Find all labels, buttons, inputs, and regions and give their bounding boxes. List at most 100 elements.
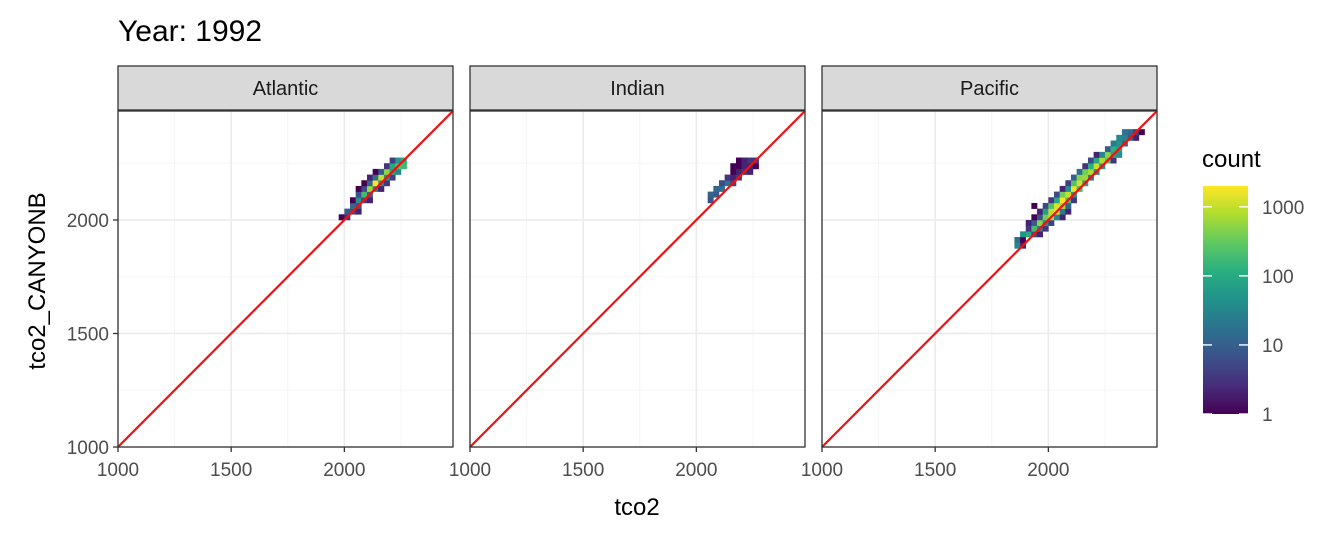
x-tick-label: 1000 [97,460,139,481]
heatmap-bin [730,168,737,175]
heatmap-bin [400,163,407,170]
heatmap-bin [1070,180,1077,187]
heatmap-bin [1031,219,1038,226]
y-tick-label: 2000 [67,211,109,232]
heatmap-bin [355,197,362,204]
x-tick-label: 1000 [449,460,491,481]
heatmap-bin [378,174,385,181]
heatmap-bin [361,180,368,187]
heatmap-bin [1087,163,1094,170]
heatmap-bin [1104,146,1111,153]
heatmap-bin [1037,214,1043,221]
heatmap-bin [1110,146,1117,153]
heatmap-bin [1065,185,1072,192]
heatmap-bin [713,185,720,192]
heatmap-bin [350,197,356,204]
heatmap-bin [1070,174,1077,181]
heatmap-bin [1076,168,1083,175]
identity-line [469,110,806,448]
chart-title: Year: 1992 [118,15,262,48]
heatmap-bin [1031,214,1038,221]
heatmap-bin [707,191,714,198]
heatmap-bin [1121,129,1128,136]
heatmap-bin [1042,208,1049,215]
heatmap-bin [1065,180,1072,187]
heatmap-bin [1014,242,1021,249]
heatmap-bin [1025,231,1032,238]
heatmap-bin [1133,134,1140,141]
heatmap-bin [724,180,731,187]
heatmap-bin [355,208,362,215]
heatmap-bin [1042,202,1049,209]
heatmap-bin [1037,231,1043,238]
heatmap-bin [1093,163,1100,170]
facet-strip [469,65,806,111]
x-tick-label: 2000 [675,460,717,481]
legend-tick-label: 100 [1262,267,1294,288]
heatmap-bin [1138,129,1145,136]
heatmap-bin [1054,202,1060,209]
heatmap-bin [730,174,737,181]
facet-strip [821,65,1158,111]
heatmap-bin [1110,140,1117,147]
heatmap-bin [1104,151,1111,158]
heatmap-bin [383,163,390,170]
heatmap-bin [355,185,362,192]
identity-line [117,110,454,448]
heatmap-bin [747,157,754,164]
heatmap-bin [1110,157,1117,164]
x-tick-label: 1500 [562,460,604,481]
panel-border [469,110,806,448]
heatmap-bin [1116,140,1123,147]
identity-line [821,110,1158,448]
heatmap-bin [378,185,385,192]
x-tick-label: 1500 [210,460,252,481]
heatmap-bin [389,157,396,164]
heatmap-bin [1054,191,1060,198]
heatmap-bin [1037,219,1043,226]
heatmap-bin [1082,163,1089,170]
y-axis: 1000 1500 2000 [67,211,118,459]
heatmap-bin [1116,134,1123,141]
facet-panel-indian: Indian 1000 1500 2000 [449,65,806,481]
facet-panel-pacific: Pacific 1000 1500 2000 [801,65,1158,481]
heatmap-bin [1042,225,1049,232]
heatmap-bin [1076,174,1083,181]
heatmap-bin [1048,219,1055,226]
heatmap-bin [707,197,714,204]
heatmap-bin [1070,197,1077,204]
heatmap-bin [1082,174,1089,181]
legend-title: count [1202,146,1261,173]
y-axis-label: tco2_CANYONB [24,192,51,369]
heatmap-bin [1065,191,1072,198]
heatmap-bin [1054,197,1060,204]
heatmap-bin [383,180,390,187]
heatmap-bin [1099,151,1106,158]
heatmap-bin [713,191,720,198]
facet-panel-atlantic: Atlantic 1000 1500 2000 [97,65,454,481]
heatmap-bin [1082,168,1089,175]
heatmap-bin [372,180,379,187]
heatmap-bin [372,168,379,175]
facet-strip-label: Atlantic [253,78,319,100]
heatmap-bin [735,168,742,175]
heatmap-bin [361,185,368,192]
heatmap-bin [1048,202,1055,209]
heatmap-bin [1059,197,1066,204]
legend-colorbar [1203,186,1248,414]
heatmap-bin [1087,168,1094,175]
x-tick-label: 2000 [323,460,365,481]
heatmap-bin [1031,225,1038,232]
heatmap-bin [1059,191,1066,198]
heatmap-bin [1087,157,1094,164]
x-tick-label: 1500 [914,460,956,481]
x-tick-label: 2000 [1027,460,1069,481]
heatmap-bin [1054,214,1060,221]
facet-strip [117,65,454,111]
heatmap-bin [389,174,396,181]
heatmap-bin [1070,185,1077,192]
heatmap-bin [1121,134,1128,141]
heatmap-bin [1037,208,1043,215]
heatmap-bin [741,163,748,170]
